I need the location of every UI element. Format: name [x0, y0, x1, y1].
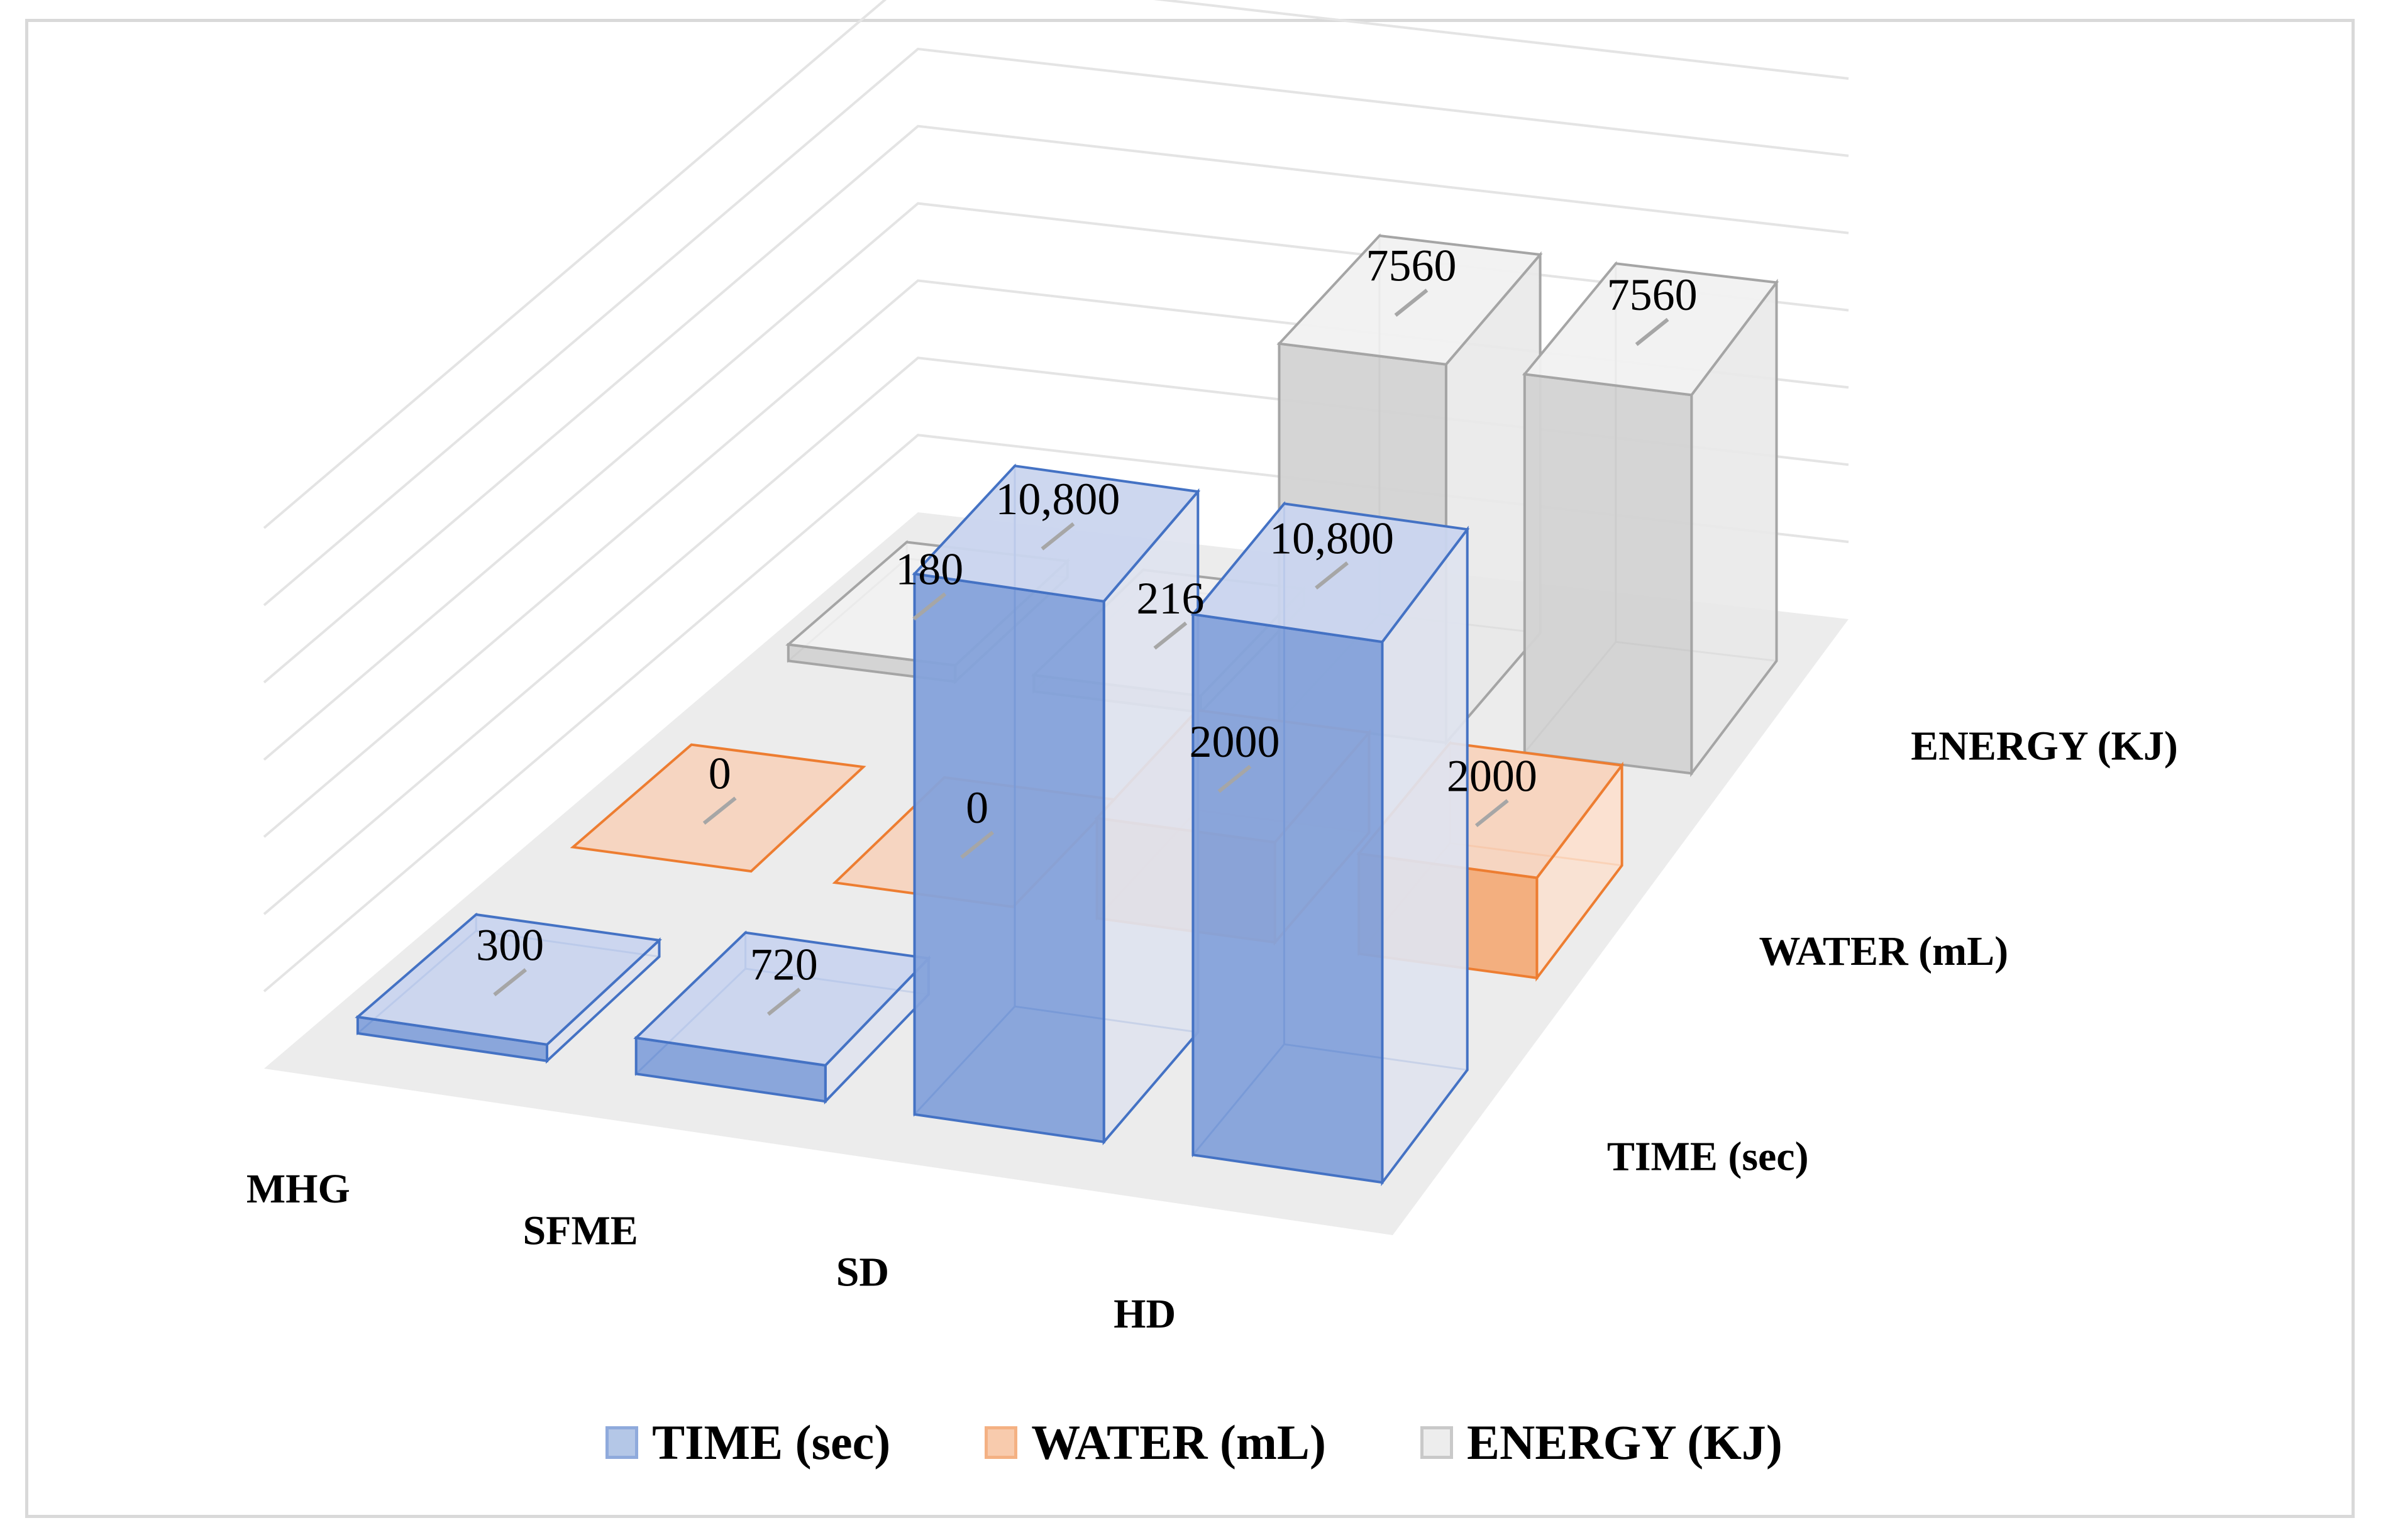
gridline-6: [263, 47, 1849, 607]
series-axis-label-water: WATER (mL): [1759, 928, 2009, 974]
bar-front-face: [913, 572, 1105, 1144]
bar-right-face: [1381, 525, 1469, 1187]
data-label-time-sfme: 720: [750, 940, 818, 990]
leader-time-mhg: [493, 968, 528, 996]
chart-bars: [355, 233, 1779, 1187]
bar-top-face: [912, 465, 1201, 603]
leader-water-sfme: [960, 830, 994, 859]
leader-time-sd: [1041, 522, 1075, 551]
data-label-water-sfme: 0: [966, 783, 988, 833]
bar-water-mhg-flat: [570, 743, 866, 873]
category-label-mhg: MHG: [246, 1166, 350, 1212]
gridline-5: [263, 124, 1849, 684]
gridline-7: [263, 0, 1849, 529]
series-axis-label-energy: ENERGY (KJ): [1911, 723, 2178, 769]
category-label-sd: SD: [836, 1250, 889, 1295]
category-label-hd: HD: [1114, 1291, 1176, 1337]
bar-time-mhg: [355, 912, 662, 1064]
series-axis-label-time: TIME (sec): [1607, 1134, 1809, 1180]
bar-energy-hd: [1522, 261, 1779, 778]
data-label-time-sd: 10,800: [995, 474, 1120, 524]
data-label-energy-mhg: 180: [895, 544, 963, 595]
data-label-energy-hd: 7560: [1607, 270, 1698, 320]
leader-water-sd: [1217, 764, 1252, 793]
leader-time-sfme: [766, 987, 801, 1016]
data-label-water-sd: 2000: [1189, 717, 1280, 767]
legend-label-time: TIME (sec): [652, 1415, 891, 1470]
legend-item-time: TIME (sec): [605, 1414, 890, 1471]
leader-energy-sfme: [1153, 621, 1188, 650]
leader-water-mhg: [702, 796, 737, 825]
data-label-water-hd: 2000: [1447, 751, 1537, 801]
bar-top-face: [1522, 262, 1779, 397]
legend-label-energy: ENERGY (KJ): [1466, 1415, 1783, 1470]
legend-item-water: WATER (mL): [985, 1414, 1326, 1471]
bar-top-face: [1276, 234, 1543, 366]
chart-data-labels: 180 216 7560 7560 0 0 2000 2000 300 720 10,800 10,8…: [476, 241, 1698, 1016]
bar-front-face: [1191, 612, 1384, 1184]
data-label-time-mhg: 300: [476, 920, 544, 971]
category-label-sfme: SFME: [522, 1207, 638, 1253]
data-label-water-mhg: 0: [709, 749, 731, 799]
bar-top-face: [1190, 502, 1470, 644]
leader-water-hd: [1474, 799, 1509, 827]
leader-time-hd: [1315, 561, 1349, 590]
bar-time-sd: [912, 463, 1201, 1146]
bar-time-hd: [1190, 501, 1470, 1187]
legend-swatch-water: [985, 1426, 1018, 1459]
leader-energy-mhg: [912, 592, 947, 621]
bar-time-sfme: [633, 930, 932, 1105]
chart-legend: TIME (sec) WATER (mL) ENERGY (KJ): [0, 1405, 2388, 1480]
leader-energy-sd: [1394, 289, 1429, 317]
legend-label-water: WATER (mL): [1031, 1415, 1326, 1470]
legend-swatch-energy: [1420, 1426, 1453, 1459]
legend-swatch-time: [605, 1426, 639, 1459]
bar-water-mhg: [570, 743, 866, 873]
bar-top-face: [355, 913, 662, 1046]
data-label-time-hd: 10,800: [1269, 514, 1394, 564]
bar-front-face: [1523, 373, 1693, 775]
data-label-energy-sfme: 216: [1136, 573, 1204, 624]
legend-item-energy: ENERGY (KJ): [1420, 1414, 1783, 1471]
leader-energy-hd: [1635, 317, 1669, 346]
data-label-energy-sd: 7560: [1366, 241, 1456, 291]
chart-axis-labels: MHG SFME SD HD TIME (sec) WATER (mL) ENERGY (K…: [246, 723, 2178, 1337]
